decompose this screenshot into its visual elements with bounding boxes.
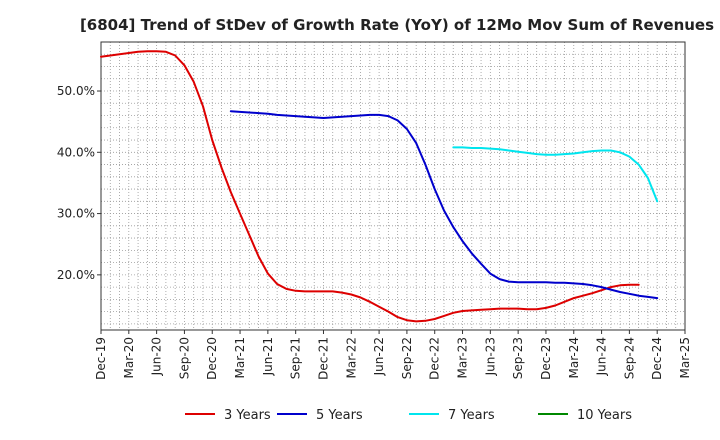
x-tick-label: Jun-20 [150,337,164,376]
x-tick-label: Sep-22 [400,337,414,379]
x-tick-label: Jun-22 [372,337,386,376]
plot-frame [100,41,686,331]
x-tick-label: Sep-23 [511,337,525,379]
legend-label-7-years: 7 Years [448,408,495,423]
y-tick-label: 50.0% [57,84,95,98]
x-tick-label: Dec-23 [539,337,553,380]
x-tick-label: Dec-20 [205,337,219,380]
legend-label-10-years: 10 Years [577,408,632,423]
y-tick-label: 30.0% [57,207,95,221]
series-line-3-years [100,50,640,323]
x-tick-label: Dec-24 [650,337,664,380]
x-tick-label: Mar-20 [122,337,136,378]
x-tick-label: Jun-21 [261,337,275,376]
chart-title: [6804] Trend of StDev of Growth Rate (Yo… [80,16,714,34]
plot-area: 20.0% 30.0% 40.0% 50.0% Dec-19 Mar-20 Jun-20 Se… [57,41,692,380]
legend-label-5-years: 5 Years [316,408,363,423]
series-line-5-years [229,110,659,300]
x-tick-label: Sep-20 [177,337,191,379]
x-tick-label: Jun-24 [595,337,609,376]
legend: 3 Years 5 Years 7 Years 10 Years [185,408,632,423]
x-tick-label: Mar-24 [567,337,581,378]
x-tick-label: Mar-23 [456,337,470,378]
x-tick-label: Dec-21 [316,337,330,380]
y-tick-label: 40.0% [57,145,95,159]
x-tick-label: Dec-19 [94,337,108,380]
series-line-7-years [452,146,659,203]
x-tick-label: Sep-21 [289,337,303,379]
y-tick-label: 20.0% [57,268,95,282]
x-tick-label: Jun-23 [483,337,497,376]
x-tick-label: Mar-22 [344,337,358,378]
x-tick-label: Mar-25 [678,337,692,378]
x-tick-label: Mar-21 [233,337,247,378]
x-tick-label: Dec-22 [428,337,442,380]
legend-label-3-years: 3 Years [224,408,271,423]
x-tick-label: Sep-24 [622,337,636,379]
